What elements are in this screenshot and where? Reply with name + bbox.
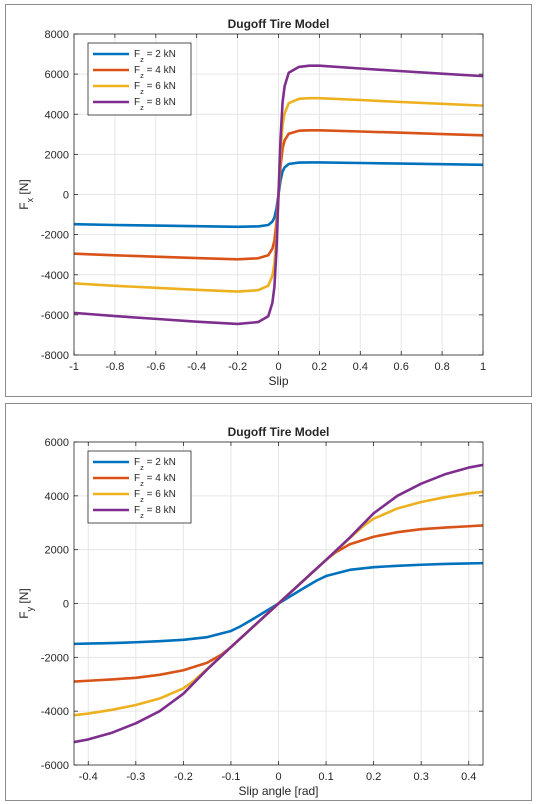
legend-label-4: Fz = 8 kN (134, 97, 176, 112)
x-tick-label: 0.2 (366, 771, 381, 783)
x-tick-label: -0.8 (105, 361, 124, 373)
y-tick-label: -4000 (41, 706, 69, 718)
x-axis-label: Slip (268, 374, 288, 388)
y-tick-label: -6000 (41, 310, 69, 322)
legend-label-4: Fz = 8 kN (134, 505, 176, 520)
y-tick-label: 6000 (45, 69, 69, 81)
x-tick-label: 0.2 (312, 361, 327, 373)
x-tick-label: -0.6 (146, 361, 165, 373)
y-axis-label: Fy [N] (17, 588, 35, 619)
chart-panel-fy: -0.4 -0.3 -0.2 -0.1 0 0.1 0.2 0.3 0.4 -6000 -4000 -… (5, 403, 532, 801)
series-group (74, 463, 483, 744)
y-tick-label: 2000 (45, 545, 69, 557)
x-tick-label: 0.1 (318, 771, 333, 783)
x-tick-label: 0.4 (353, 361, 368, 373)
x-tick-label: 0 (275, 361, 281, 373)
chart-panel-fx: -1 -0.8 -0.6 -0.4 -0.2 0 0.2 0.4 0.6 0.8 1 -8000 -60… (5, 4, 532, 397)
legend-label-3: Fz = 6 kN (134, 81, 176, 96)
y-tick-label: 0 (63, 599, 69, 611)
chart-title: Dugoff Tire Model (228, 17, 330, 31)
y-tick-label: -2000 (41, 230, 69, 242)
x-tick-label: 0.4 (461, 771, 476, 783)
x-tick-label: 0.3 (414, 771, 429, 783)
x-tick-label: 1 (480, 361, 486, 373)
x-tick-label: -0.2 (174, 771, 193, 783)
y-tick-label: -6000 (41, 760, 69, 772)
chart-title: Dugoff Tire Model (228, 425, 330, 439)
x-tick-label: 0.6 (394, 361, 409, 373)
y-axis-label: Fx [N] (17, 179, 35, 210)
y-tick-label: 6000 (45, 437, 69, 449)
y-tick-label: -2000 (41, 652, 69, 664)
x-tick-label: -0.2 (228, 361, 247, 373)
x-tick-label: -0.3 (126, 771, 145, 783)
legend-label-1: Fz = 2 kN (134, 49, 176, 64)
y-tick-label: 0 (63, 190, 69, 202)
y-tick-label: 8000 (45, 29, 69, 41)
y-tick-label: 4000 (45, 491, 69, 503)
x-axis-label: Slip angle [rad] (238, 784, 318, 798)
legend-label-2: Fz = 4 kN (134, 473, 176, 488)
y-tick-label: 2000 (45, 149, 69, 161)
series-group (74, 64, 483, 326)
series-line-4 (74, 64, 483, 326)
series-line-4 (74, 463, 483, 744)
y-tick-label: -4000 (41, 270, 69, 282)
legend-label-1: Fz = 2 kN (134, 457, 176, 472)
x-tick-label: -1 (69, 361, 79, 373)
legend-label-2: Fz = 4 kN (134, 65, 176, 80)
x-tick-label: -0.4 (79, 771, 98, 783)
fy-chart: -0.4 -0.3 -0.2 -0.1 0 0.1 0.2 0.3 0.4 -6000 -4000 -… (17, 425, 484, 798)
x-tick-label: -0.1 (221, 771, 240, 783)
x-tick-label: -0.4 (187, 361, 206, 373)
x-tick-label: 0.8 (434, 361, 449, 373)
legend-label-3: Fz = 6 kN (134, 489, 176, 504)
y-tick-label: -8000 (41, 350, 69, 362)
fx-chart: -1 -0.8 -0.6 -0.4 -0.2 0 0.2 0.4 0.6 0.8 1 -8000 -60… (17, 17, 486, 388)
x-tick-label: 0 (275, 771, 281, 783)
y-tick-label: 4000 (45, 109, 69, 121)
